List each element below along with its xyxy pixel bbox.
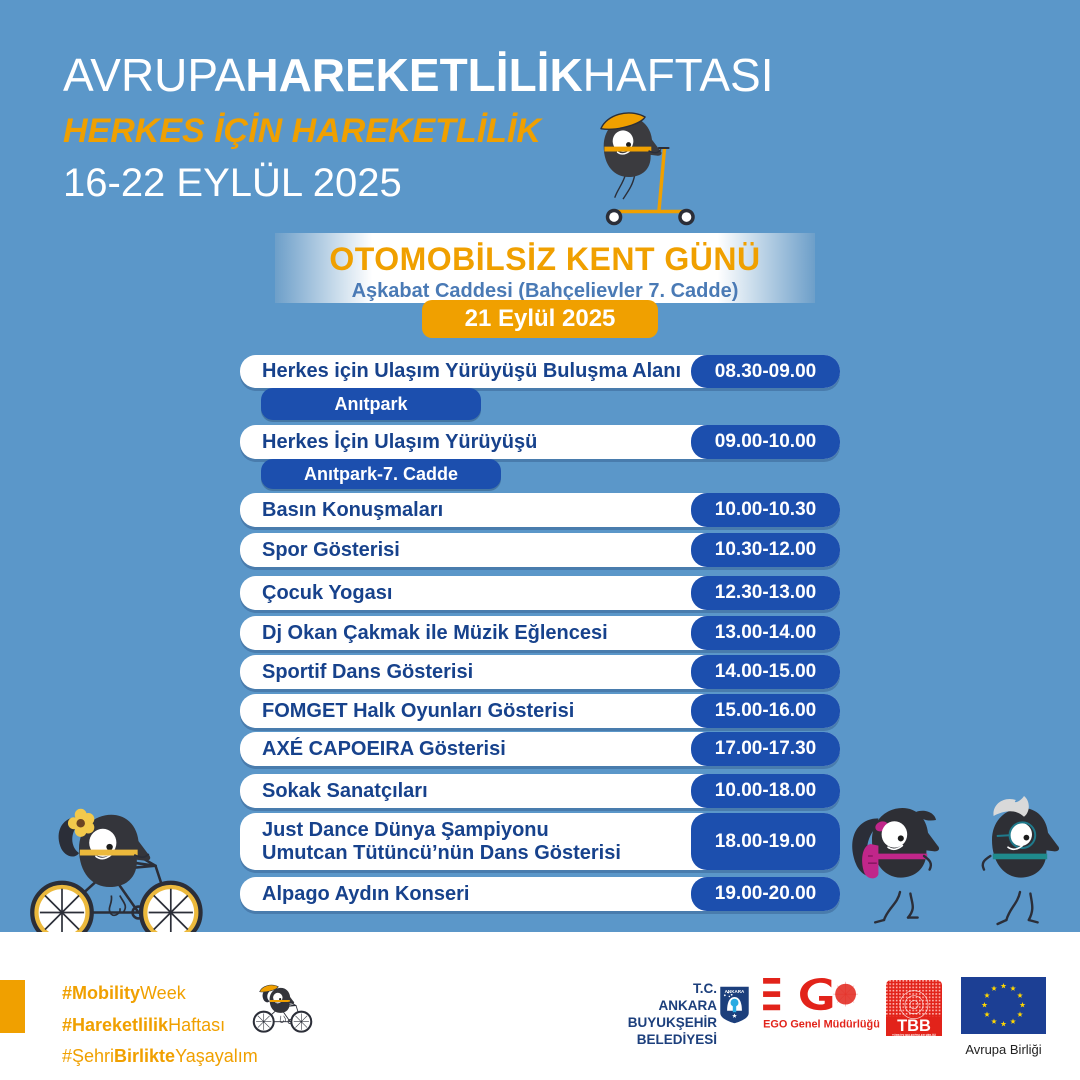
svg-text:ANKARA: ANKARA <box>725 989 745 994</box>
svg-text:TÜRKİYE BELEDİYELER BİRLİĞİ: TÜRKİYE BELEDİYELER BİRLİĞİ <box>892 1032 936 1036</box>
svg-text:EGO Genel Müdürlüğü: EGO Genel Müdürlüğü <box>763 1018 880 1030</box>
